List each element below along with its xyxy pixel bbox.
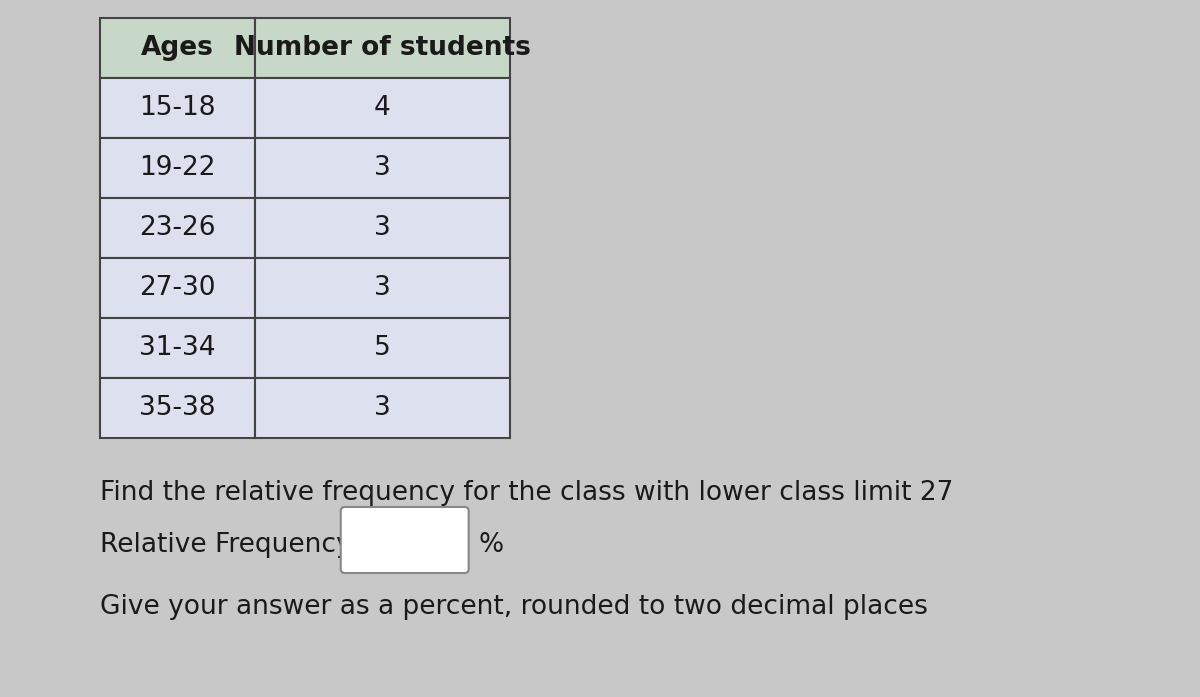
- Bar: [100, 18, 254, 78]
- Text: 27-30: 27-30: [139, 275, 216, 301]
- Bar: [100, 78, 254, 138]
- Text: 5: 5: [374, 335, 390, 361]
- Text: 15-18: 15-18: [139, 95, 216, 121]
- Text: 3: 3: [374, 155, 390, 181]
- Bar: [254, 198, 510, 258]
- FancyBboxPatch shape: [341, 507, 469, 573]
- Bar: [100, 138, 254, 198]
- Text: %: %: [479, 532, 504, 558]
- Text: Relative Frequency =: Relative Frequency =: [100, 532, 382, 558]
- Text: Find the relative frequency for the class with lower class limit 27: Find the relative frequency for the clas…: [100, 480, 953, 506]
- Text: 3: 3: [374, 215, 390, 241]
- Bar: [254, 378, 510, 438]
- Bar: [100, 198, 254, 258]
- Bar: [100, 378, 254, 438]
- Bar: [100, 318, 254, 378]
- Bar: [254, 78, 510, 138]
- Text: Ages: Ages: [140, 35, 214, 61]
- Text: Number of students: Number of students: [234, 35, 530, 61]
- Bar: [254, 258, 510, 318]
- Text: 31-34: 31-34: [139, 335, 216, 361]
- Text: 3: 3: [374, 395, 390, 421]
- Text: 3: 3: [374, 275, 390, 301]
- Bar: [254, 18, 510, 78]
- Text: Give your answer as a percent, rounded to two decimal places: Give your answer as a percent, rounded t…: [100, 594, 928, 620]
- Bar: [254, 318, 510, 378]
- Bar: [254, 138, 510, 198]
- Bar: [100, 258, 254, 318]
- Text: 4: 4: [374, 95, 390, 121]
- Text: 19-22: 19-22: [139, 155, 216, 181]
- Text: 35-38: 35-38: [139, 395, 216, 421]
- Text: 23-26: 23-26: [139, 215, 216, 241]
